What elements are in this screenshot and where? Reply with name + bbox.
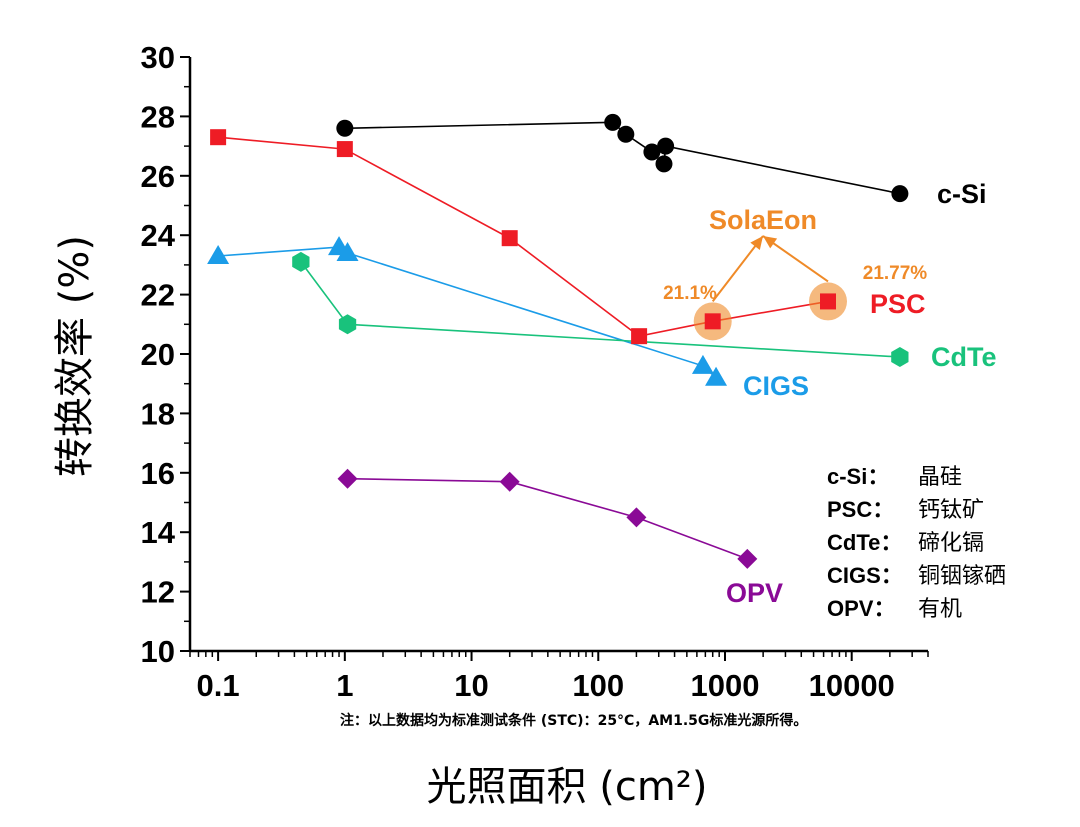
series-label-cdte: CdTe: [931, 342, 997, 372]
point-psc: [336, 141, 353, 158]
point-csi: [891, 185, 909, 203]
series-line-psc: [218, 136, 829, 338]
y-tick-label: 22: [141, 278, 175, 313]
abbreviation-legend: c-Si： 晶硅 PSC： 钙钛矿 CdTe： 碲化镉 CIGS： 铜铟镓硒 O…: [827, 464, 1006, 622]
series-line-cdte: [300, 261, 900, 358]
point-opv: [626, 507, 647, 528]
point-cigs: [691, 354, 714, 374]
legend-key-csi: c-Si：: [827, 464, 889, 489]
point-csi: [657, 137, 675, 155]
legend-key-opv: OPV：: [827, 596, 895, 621]
y-tick-label: 24: [141, 218, 176, 253]
series-label-cigs: CIGS: [743, 371, 809, 401]
x-tick-label: 1: [336, 668, 353, 703]
y-tick-label: 26: [141, 159, 175, 194]
highlight-arrow: [711, 235, 764, 302]
y-tick-label: 10: [141, 634, 175, 669]
point-opv: [337, 468, 358, 489]
legend-value-cigs: 铜铟镓硒: [918, 564, 1006, 589]
axes: 10 12 14 16 18 20 22 24 26 28 30 0.1 1 10 100 1000 10000: [141, 40, 929, 703]
y-tick-label: 18: [141, 396, 175, 431]
point-csi: [336, 119, 354, 137]
highlight-arrowhead: [750, 236, 763, 250]
point-csi: [643, 143, 661, 161]
footnote: 注：以上数据均为标准测试条件 (STC)：25°C，AM1.5G标准光源所得。: [340, 712, 807, 729]
point-cigs: [336, 242, 359, 262]
series-label-csi: c-Si: [937, 179, 987, 209]
legend-value-opv: 有机: [918, 597, 962, 622]
y-tick-label: 30: [141, 40, 175, 75]
point-cigs: [207, 244, 230, 264]
x-axis-title: 光照面积 (cm²): [427, 764, 708, 810]
legend-value-psc: 钙钛矿: [918, 498, 984, 523]
y-tick-label: 20: [141, 337, 175, 372]
y-tick-label: 28: [141, 99, 175, 134]
series-label-opv: OPV: [726, 578, 783, 608]
point-psc: [820, 293, 837, 310]
x-tick-label: 1000: [691, 668, 760, 703]
legend-value-csi: 晶硅: [918, 465, 962, 490]
y-tick-label: 12: [141, 575, 175, 610]
point-psc: [704, 313, 721, 330]
legend-key-cdte: CdTe：: [827, 530, 902, 555]
legend-value-cdte: 碲化镉: [918, 531, 984, 556]
highlight-arrow: [762, 235, 829, 283]
series-labels: c-Si PSC CIGS CdTe OPV: [726, 179, 997, 608]
legend-key-cigs: CIGS：: [827, 563, 903, 588]
point-opv: [499, 471, 520, 492]
x-tick-label: 100: [572, 668, 624, 703]
point-psc: [210, 129, 227, 146]
x-tick-label: 0.1: [197, 668, 240, 703]
point-csi: [655, 155, 673, 173]
highlight-label-2: 21.77%: [863, 263, 928, 284]
y-tick-label: 14: [141, 515, 176, 550]
point-csi: [604, 113, 622, 131]
highlight-label-1: 21.1%: [663, 283, 717, 304]
point-cdte: [338, 314, 357, 335]
x-tick-label: 10000: [809, 668, 895, 703]
series-lines: [218, 121, 901, 560]
point-psc: [631, 328, 648, 345]
point-cdte: [292, 251, 310, 272]
point-csi: [617, 125, 635, 143]
point-cigs: [705, 366, 728, 386]
series-label-psc: PSC: [870, 289, 926, 319]
x-tick-label: 10: [454, 668, 488, 703]
point-psc: [501, 230, 518, 247]
point-cdte: [891, 347, 909, 367]
highlight-arrowhead: [763, 236, 778, 249]
highlight-brand-label: SolaEon: [709, 205, 817, 235]
legend-key-psc: PSC：: [827, 497, 894, 522]
y-tick-label: 16: [141, 456, 175, 491]
y-axis-title: 转换效率 (%): [52, 235, 98, 477]
point-opv: [737, 548, 758, 569]
series-markers: [207, 113, 909, 569]
series-line-opv: [347, 477, 748, 560]
